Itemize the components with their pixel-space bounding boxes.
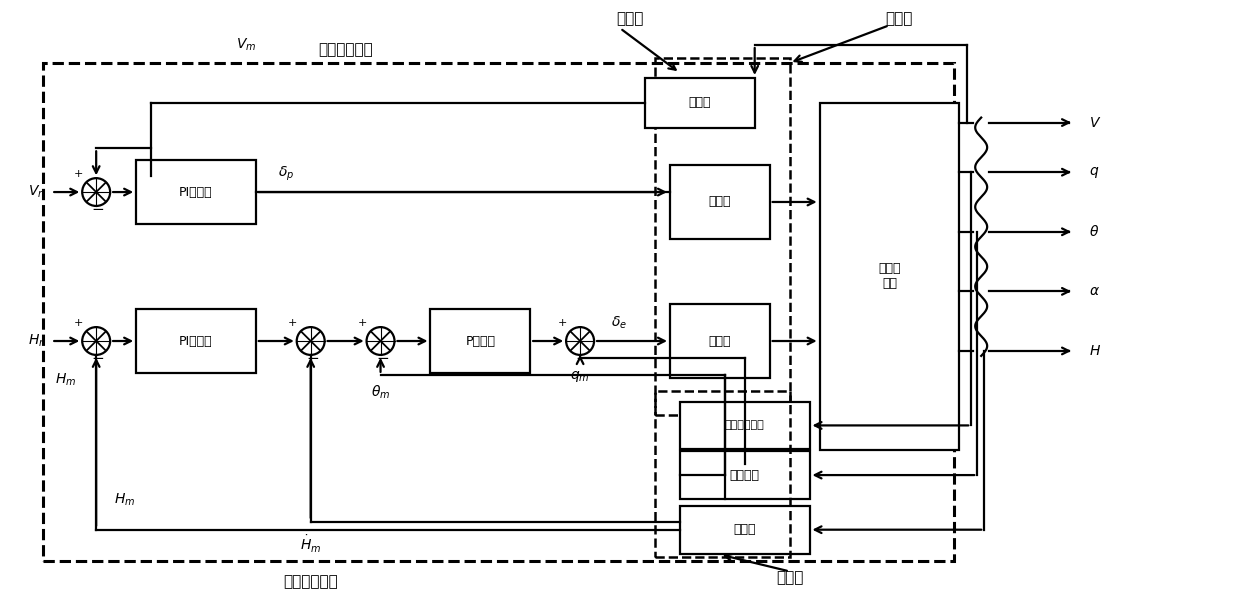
Text: P控制器: P控制器 (465, 334, 495, 348)
Text: 垂直陀螺: 垂直陀螺 (729, 469, 760, 481)
Text: 速度控制回路: 速度控制回路 (319, 43, 373, 57)
Text: 空速表: 空速表 (688, 96, 711, 109)
Text: 升降舵: 升降舵 (708, 334, 732, 348)
Bar (136, 160, 255, 224)
Text: $\dot{H}_m$: $\dot{H}_m$ (300, 534, 321, 555)
Text: +: + (73, 169, 83, 179)
Bar (43, 63, 955, 561)
Text: $H_r$: $H_r$ (27, 333, 45, 349)
Text: $H_m$: $H_m$ (55, 372, 76, 388)
Bar (430, 309, 531, 374)
Bar (820, 102, 960, 451)
Text: $H$: $H$ (1089, 344, 1101, 358)
Text: −: − (92, 352, 104, 366)
Bar (680, 401, 810, 449)
Text: 传感器: 传感器 (616, 11, 644, 26)
Bar (680, 451, 810, 499)
Text: $\theta$: $\theta$ (1089, 224, 1099, 239)
Text: $\delta_e$: $\delta_e$ (611, 315, 627, 332)
Text: −: − (306, 352, 319, 366)
Text: 俯仰速率陀螺: 俯仰速率陀螺 (725, 420, 765, 430)
Text: +: + (558, 318, 567, 328)
Text: −: − (376, 352, 389, 366)
Bar (670, 165, 770, 239)
Text: +: + (288, 318, 298, 328)
Bar (670, 304, 770, 378)
Text: $q_m$: $q_m$ (570, 369, 590, 384)
Bar (136, 309, 255, 374)
Text: −: − (92, 202, 104, 217)
Text: $q$: $q$ (1089, 165, 1099, 180)
Text: 高度控制回路: 高度控制回路 (283, 574, 339, 589)
Text: PI控制器: PI控制器 (179, 334, 213, 348)
Bar (645, 78, 755, 127)
Bar (655, 391, 790, 558)
Text: 传感器: 传感器 (776, 570, 804, 585)
Text: 无人机
系统: 无人机 系统 (878, 262, 900, 291)
Text: PI控制器: PI控制器 (179, 185, 213, 198)
Text: 执行器: 执行器 (885, 11, 913, 26)
Bar (680, 506, 810, 554)
Text: $V_m$: $V_m$ (236, 37, 257, 53)
Text: $V_r$: $V_r$ (29, 184, 45, 200)
Text: $V$: $V$ (1089, 115, 1101, 130)
Text: −: − (575, 352, 589, 366)
Bar (655, 58, 790, 416)
Text: $\theta_m$: $\theta_m$ (371, 384, 391, 401)
Text: 高度表: 高度表 (734, 523, 756, 536)
Text: +: + (73, 318, 83, 328)
Text: $\alpha$: $\alpha$ (1089, 284, 1100, 298)
Text: +: + (358, 318, 367, 328)
Text: 油门杆: 油门杆 (708, 195, 732, 208)
Text: $H_m$: $H_m$ (114, 492, 135, 508)
Text: $\delta_p$: $\delta_p$ (278, 165, 294, 184)
